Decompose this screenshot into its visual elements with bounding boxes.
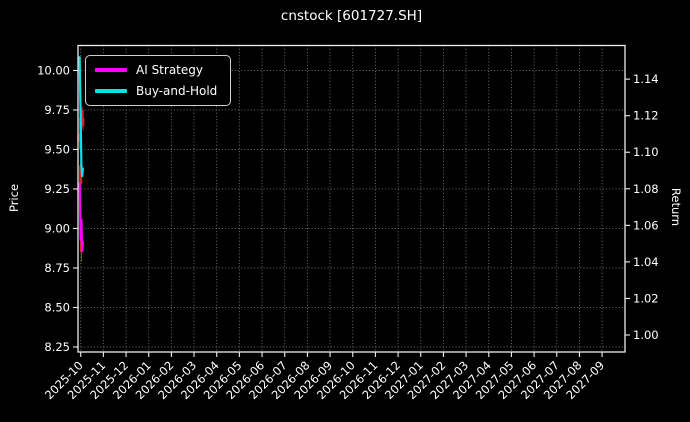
y-tick-label-right: 1.02: [633, 291, 659, 305]
y-tick-label-left: 9.75: [44, 103, 70, 117]
y-tick-label-left: 9.50: [44, 142, 70, 156]
series-buy-and-hold: [78, 56, 85, 178]
legend-item-buy-and-hold: Buy-and-Hold: [95, 84, 217, 98]
y-tick-label-right: 1.12: [633, 109, 659, 123]
y-tick-label-right: 1.06: [633, 218, 659, 232]
y-axis-label-price: Price: [7, 183, 21, 213]
y-tick-label-left: 8.25: [44, 340, 70, 354]
chart-title: cnstock [601727.SH]: [280, 8, 423, 24]
legend-line-ai-strategy: [95, 68, 127, 72]
legend-label-buy-and-hold: Buy-and-Hold: [136, 84, 218, 98]
y-tick-label-right: 1.08: [633, 182, 659, 196]
y-tick-label-left: 9.00: [44, 221, 70, 235]
y-tick-label-left: 8.75: [44, 261, 70, 275]
axis-ticks: 8.25 8.50 8.75 9.00 9.25 9.50 9.75 10.00 1.00 1.0…: [37, 63, 659, 402]
candle-body: [81, 117, 85, 126]
plot-border: [77, 44, 626, 353]
candle-body: [78, 133, 82, 142]
y-tick-label-right: 1.10: [633, 145, 659, 159]
legend: AI Strategy Buy-and-Hold: [85, 55, 232, 106]
y-tick-label-right: 1.04: [633, 255, 659, 269]
y-tick-label-right: 1.00: [633, 328, 659, 342]
series-ai-strategy: [78, 182, 85, 252]
legend-label-ai-strategy: AI Strategy: [136, 63, 203, 77]
legend-line-buy-and-hold: [95, 89, 127, 93]
candle-body: [80, 109, 84, 125]
y-axis-label-return: Return: [669, 187, 683, 227]
y-tick-label-left: 8.50: [44, 300, 70, 314]
y-tick-label-left: 9.25: [44, 182, 70, 196]
y-tick-label-left: 10.00: [37, 63, 70, 77]
candle-body: [79, 165, 83, 185]
y-tick-label-right: 1.14: [633, 72, 659, 86]
legend-item-ai-strategy: AI Strategy: [95, 63, 217, 77]
